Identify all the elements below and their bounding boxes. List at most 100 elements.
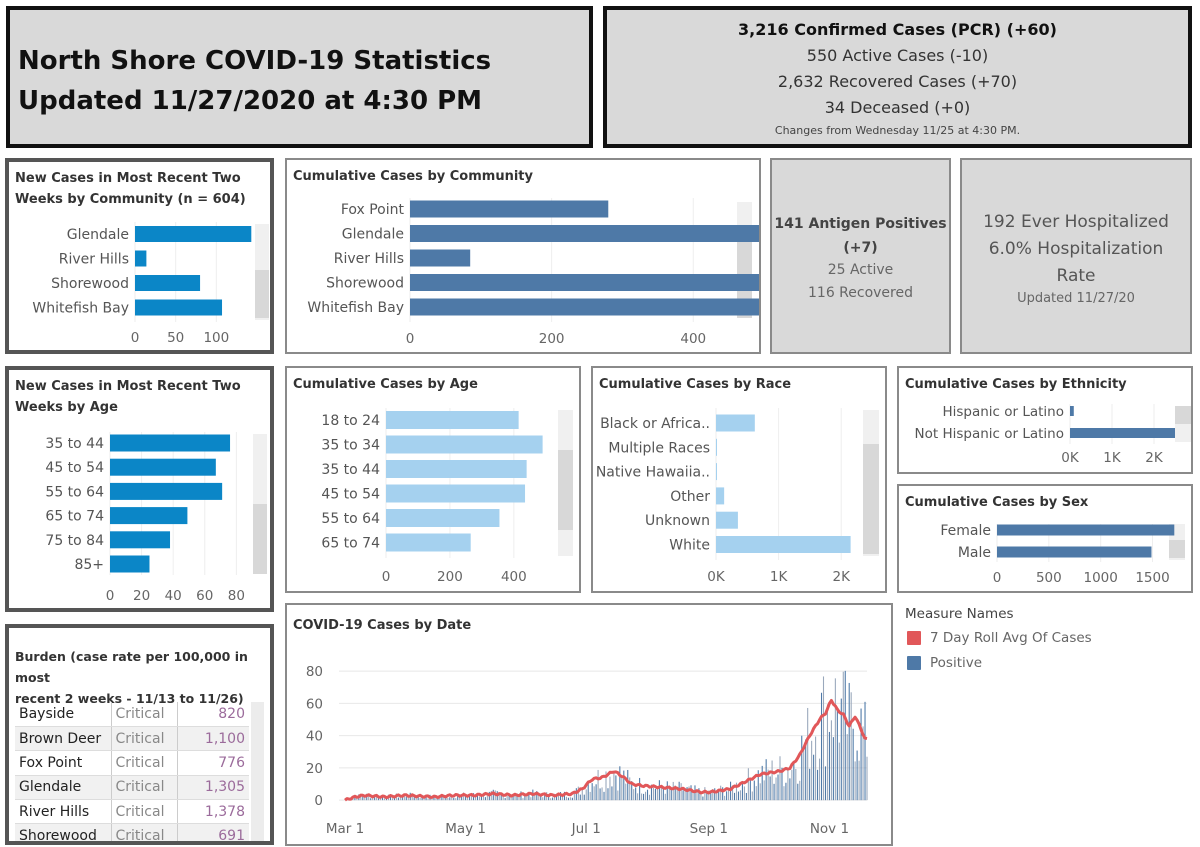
- positive-bar[interactable]: [552, 797, 554, 801]
- positive-bar[interactable]: [656, 786, 658, 801]
- bar-45-to-54[interactable]: [110, 458, 216, 476]
- positive-bar[interactable]: [613, 771, 615, 801]
- positive-bar[interactable]: [777, 774, 779, 801]
- positive-bar[interactable]: [787, 769, 789, 801]
- positive-bar[interactable]: [722, 787, 724, 801]
- positive-bar[interactable]: [453, 797, 455, 801]
- positive-bar[interactable]: [385, 798, 388, 801]
- positive-bar[interactable]: [660, 786, 662, 801]
- positive-bar[interactable]: [435, 796, 437, 801]
- positive-bar[interactable]: [540, 794, 542, 801]
- positive-bar[interactable]: [637, 793, 639, 801]
- positive-bar[interactable]: [607, 788, 609, 801]
- positive-bar[interactable]: [830, 720, 832, 801]
- positive-bar[interactable]: [664, 793, 666, 801]
- positive-bar[interactable]: [536, 791, 538, 801]
- table-row[interactable]: Brown Deer Critical 1,100: [15, 726, 249, 752]
- positive-bar[interactable]: [852, 728, 854, 801]
- positive-bar[interactable]: [716, 791, 718, 801]
- positive-bar[interactable]: [811, 740, 813, 801]
- scrollbar-thumb[interactable]: [255, 270, 269, 318]
- bar-hispanic-or-latino[interactable]: [1070, 406, 1074, 416]
- positive-bar[interactable]: [595, 784, 597, 801]
- positive-bar[interactable]: [662, 788, 664, 801]
- bar-65-to-74[interactable]: [110, 507, 188, 525]
- positive-bar[interactable]: [625, 783, 627, 801]
- positive-bar[interactable]: [490, 790, 492, 801]
- burden-scrollbar[interactable]: [251, 702, 264, 841]
- positive-bar[interactable]: [700, 792, 702, 801]
- positive-bar[interactable]: [575, 788, 577, 801]
- positive-bar[interactable]: [550, 798, 552, 801]
- positive-bar[interactable]: [591, 783, 593, 801]
- scrollbar-thumb[interactable]: [253, 504, 267, 574]
- positive-bar[interactable]: [797, 783, 799, 801]
- bar-glendale[interactable]: [410, 225, 759, 242]
- positive-bar[interactable]: [767, 769, 769, 801]
- bar-35-to-44[interactable]: [386, 460, 527, 478]
- positive-bar[interactable]: [650, 784, 653, 801]
- scrollbar-thumb[interactable]: [1169, 540, 1185, 558]
- positive-bar[interactable]: [633, 789, 635, 801]
- positive-bar[interactable]: [672, 781, 674, 801]
- positive-bar[interactable]: [848, 682, 850, 801]
- positive-bar[interactable]: [646, 789, 649, 801]
- positive-bar[interactable]: [441, 796, 443, 801]
- scrollbar-thumb[interactable]: [558, 450, 573, 530]
- positive-bar[interactable]: [569, 797, 571, 801]
- positive-bar[interactable]: [856, 750, 858, 801]
- positive-bar[interactable]: [676, 789, 678, 801]
- positive-bar[interactable]: [627, 769, 629, 801]
- positive-bar[interactable]: [621, 777, 623, 801]
- positive-bar[interactable]: [457, 795, 459, 801]
- positive-bar[interactable]: [785, 782, 787, 801]
- bar-shorewood[interactable]: [135, 275, 201, 291]
- positive-bar[interactable]: [631, 781, 633, 801]
- positive-bar[interactable]: [739, 790, 741, 801]
- bar-unknown[interactable]: [716, 511, 738, 529]
- positive-bar[interactable]: [641, 793, 643, 801]
- positive-bar[interactable]: [850, 692, 852, 801]
- bar-river-hills[interactable]: [410, 249, 471, 267]
- positive-bar[interactable]: [751, 791, 753, 801]
- positive-bar[interactable]: [733, 792, 736, 801]
- positive-bar[interactable]: [668, 785, 670, 801]
- positive-bar[interactable]: [706, 791, 708, 801]
- bar-not-hispanic-or-latino[interactable]: [1070, 428, 1175, 438]
- scrollbar-thumb[interactable]: [1175, 406, 1191, 424]
- bar-female[interactable]: [997, 524, 1175, 536]
- positive-bar[interactable]: [583, 794, 585, 801]
- positive-bar[interactable]: [728, 789, 730, 801]
- positive-bar[interactable]: [597, 769, 599, 801]
- positive-bar[interactable]: [567, 797, 569, 801]
- positive-bar[interactable]: [362, 796, 364, 801]
- bar-male[interactable]: [997, 546, 1152, 558]
- positive-bar[interactable]: [710, 793, 712, 801]
- positive-bar[interactable]: [623, 770, 625, 801]
- positive-bar[interactable]: [793, 762, 795, 801]
- positive-bar[interactable]: [447, 797, 449, 801]
- positive-bar[interactable]: [862, 726, 864, 801]
- legend-item-positive[interactable]: Positive: [907, 655, 982, 671]
- bar-river-hills[interactable]: [135, 250, 147, 267]
- positive-bar[interactable]: [648, 794, 651, 801]
- positive-bar[interactable]: [577, 786, 579, 801]
- positive-bar[interactable]: [791, 769, 793, 801]
- positive-bar[interactable]: [834, 678, 836, 801]
- positive-bar[interactable]: [652, 787, 654, 801]
- positive-bar[interactable]: [692, 790, 694, 801]
- positive-bar[interactable]: [828, 731, 830, 801]
- positive-bar[interactable]: [809, 768, 811, 801]
- positive-bar[interactable]: [565, 796, 567, 801]
- positive-bar[interactable]: [747, 768, 749, 801]
- bar-18-to-24[interactable]: [386, 411, 519, 429]
- positive-bar[interactable]: [368, 794, 370, 801]
- positive-bar[interactable]: [826, 704, 828, 801]
- positive-bar[interactable]: [720, 785, 722, 801]
- positive-bar[interactable]: [820, 692, 823, 801]
- positive-bar[interactable]: [864, 701, 866, 801]
- bar-whitefish-bay[interactable]: [135, 299, 223, 316]
- positive-bar[interactable]: [609, 776, 611, 801]
- positive-bar[interactable]: [761, 765, 763, 801]
- positive-bar[interactable]: [542, 797, 544, 801]
